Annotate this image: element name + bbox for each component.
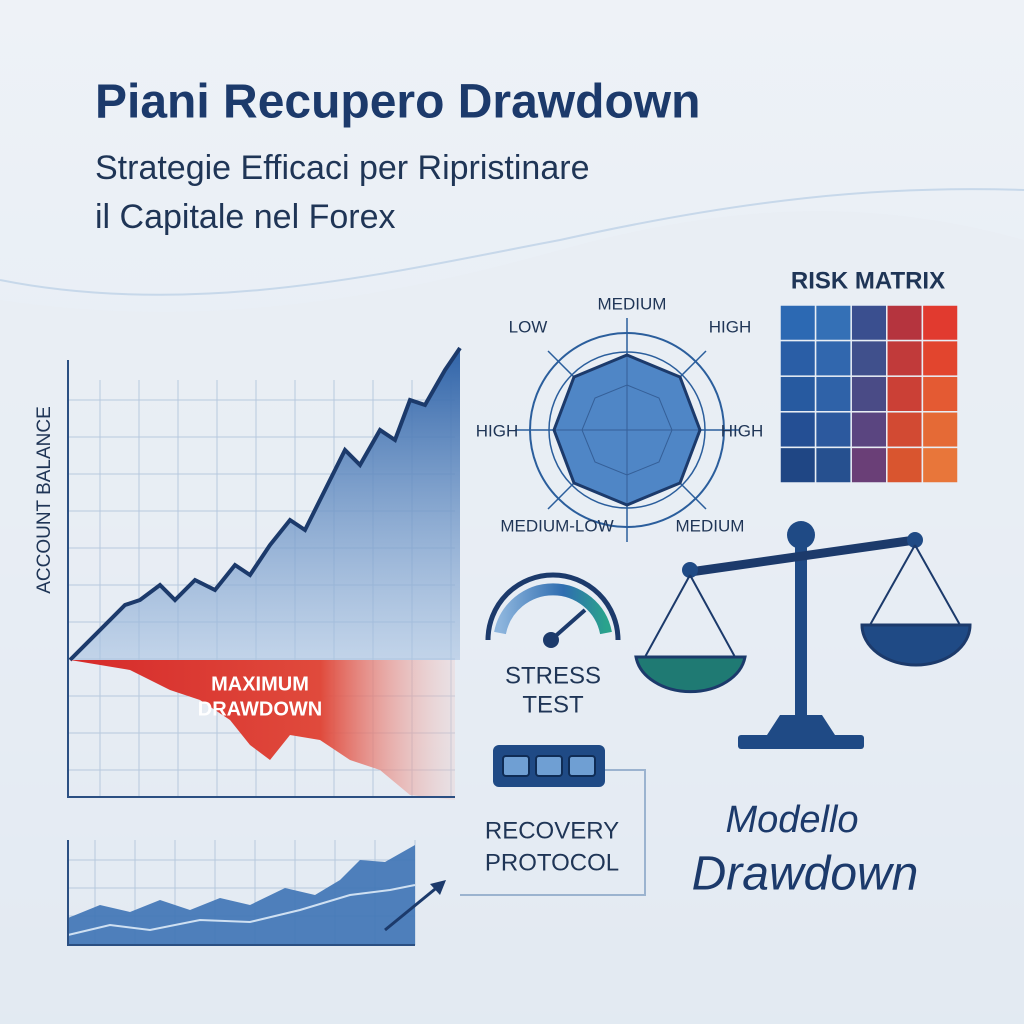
radar-label: HIGH — [709, 317, 752, 336]
subtitle: il Capitale nel Forex — [95, 198, 395, 236]
matrix-cell — [779, 304, 817, 342]
annotation: MAXIMUM — [211, 673, 309, 695]
balance-scale-part — [907, 532, 923, 548]
balance-scale-part — [689, 535, 916, 577]
recovery-device-part — [568, 755, 596, 777]
balance-scale-part — [795, 545, 807, 715]
matrix-cell — [921, 339, 959, 377]
model-label: Modello — [725, 799, 858, 841]
stress-label: STRESS — [505, 662, 601, 689]
subtitle: Strategie Efficaci per Ripristinare — [95, 149, 589, 187]
matrix-cells — [779, 304, 959, 484]
matrix-cell — [779, 446, 817, 484]
recovery-label: RECOVERY — [485, 817, 619, 844]
small-chart-part — [68, 845, 415, 945]
balance-scale-part — [767, 715, 835, 735]
wave-line — [0, 188, 1024, 296]
title: Piani Recupero Drawdown — [95, 76, 700, 129]
matrix-cell — [779, 375, 817, 413]
recovery-device-part — [535, 755, 563, 777]
balance-area — [70, 348, 460, 660]
small-chart-part — [67, 840, 415, 946]
risk-matrix: RISK MATRIX — [779, 267, 959, 484]
stress-gauge-part — [543, 632, 559, 648]
stress-gauge: STRESS TEST — [485, 572, 621, 718]
recovery-device-part — [460, 769, 646, 896]
matrix-cell — [814, 375, 852, 413]
stress-gauge-part — [485, 572, 621, 641]
matrix-cell — [886, 339, 924, 377]
risk-matrix-title: RISK MATRIX — [791, 267, 945, 294]
balance-scale-part — [787, 521, 815, 549]
balance-scale-part — [738, 735, 864, 749]
annotation: DRAWDOWN — [198, 698, 322, 720]
matrix-cell — [921, 304, 959, 342]
balance-scale-part — [634, 655, 747, 694]
balance-scale-part — [682, 562, 698, 578]
balance-chart: ACCOUNT BALANCE MAXIMUM DRAWDOWN — [34, 346, 462, 800]
matrix-cell — [921, 446, 959, 484]
small-chart-part — [67, 884, 416, 936]
matrix-cell — [921, 375, 959, 413]
matrix-cell — [886, 411, 924, 449]
balance-scale-part — [644, 544, 961, 658]
radar-label: HIGH — [721, 421, 764, 440]
matrix-cell — [850, 446, 888, 484]
radar-label: HIGH — [476, 421, 519, 440]
axes — [67, 360, 455, 798]
radar: MEDIUM LOW HIGH HIGH HIGH MEDIUM-LOW MED… — [476, 294, 764, 542]
matrix-cell — [850, 304, 888, 342]
drawdown-area — [70, 660, 455, 800]
radar-label: MEDIUM-LOW — [500, 516, 613, 535]
radar-label: LOW — [509, 317, 548, 336]
balance-line — [68, 346, 462, 662]
balance-scale — [634, 521, 972, 749]
small-chart-part — [384, 883, 441, 932]
matrix-cell — [886, 304, 924, 342]
recovery-device — [460, 745, 646, 896]
matrix-cell — [921, 411, 959, 449]
small-chart-part — [430, 880, 446, 895]
small-chart — [67, 840, 446, 946]
matrix-cell — [850, 375, 888, 413]
matrix-cell — [850, 411, 888, 449]
radar-label: MEDIUM — [676, 516, 745, 535]
balance-scale-part — [860, 623, 972, 667]
matrix-cell — [779, 339, 817, 377]
radar-part — [554, 355, 700, 505]
model-label: Drawdown — [692, 848, 919, 901]
matrix-cell — [814, 411, 852, 449]
radar-label: MEDIUM — [598, 294, 667, 313]
matrix-cell — [779, 411, 817, 449]
matrix-cell — [850, 339, 888, 377]
matrix-cell — [886, 375, 924, 413]
recovery-device-part — [502, 755, 530, 777]
y-axis-label: ACCOUNT BALANCE — [34, 406, 55, 594]
stress-label: TEST — [522, 691, 584, 718]
stress-gauge-part — [494, 583, 612, 635]
matrix-cell — [814, 446, 852, 484]
matrix-cell — [886, 446, 924, 484]
matrix-cell — [814, 304, 852, 342]
recovery-label: PROTOCOL — [485, 849, 619, 876]
matrix-cell — [814, 339, 852, 377]
